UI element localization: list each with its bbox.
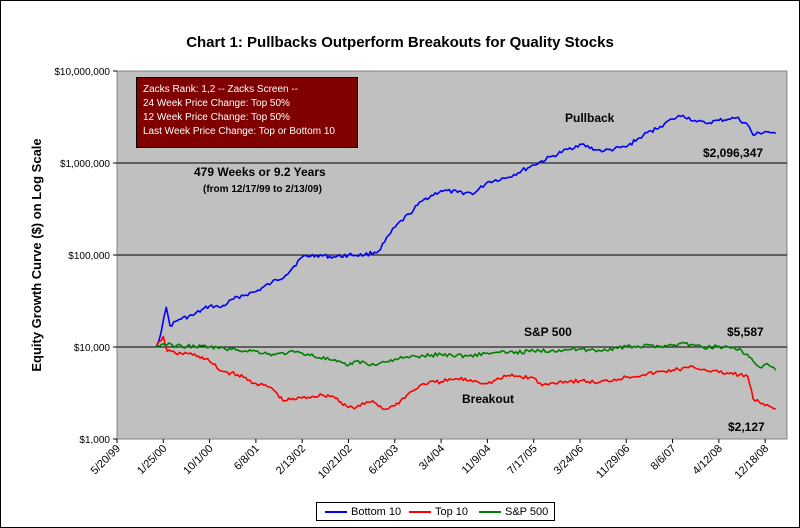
x-tick-label: 10/1/00 [181, 443, 215, 477]
annotation-breakout: Breakout [462, 392, 514, 406]
x-tick-label: 7/17/05 [505, 443, 539, 477]
x-tick-label: 3/4/04 [417, 443, 447, 473]
series-line-bottom-10 [155, 114, 777, 348]
x-tick-label: 8/6/07 [649, 443, 679, 473]
annotation-bottom10-final: $2,096,347 [703, 146, 763, 160]
y-axis-ticks: $1,000 $10,000 $100,000 $1,000,000 $10,000,0… [54, 67, 117, 446]
annotation-weeks: 479 Weeks or 9.2 Years [194, 165, 326, 179]
x-tick-label: 11/29/06 [594, 443, 632, 481]
annotation-range: (from 12/17/99 to 2/13/09) [203, 184, 322, 195]
legend-swatch-bottom10 [325, 511, 347, 513]
x-tick-label: 6/8/01 [232, 443, 262, 473]
x-tick-label: 12/18/08 [733, 443, 772, 482]
legend-label-sp500: S&P 500 [505, 506, 549, 518]
legend-item-bottom10: Bottom 10 [325, 506, 401, 518]
x-tick-label: 4/12/08 [691, 443, 725, 477]
annotation-sp500: S&P 500 [524, 325, 572, 339]
chart-title: Chart 1: Pullbacks Outperform Breakouts … [186, 34, 614, 51]
x-tick-label: 10/21/02 [316, 443, 355, 482]
legend-swatch-sp500 [479, 511, 501, 513]
criteria-line-1: Zacks Rank: 1,2 -- Zacks Screen -- [143, 84, 299, 95]
legend-label-bottom10: Bottom 10 [351, 506, 402, 518]
annotation-top10-final: $2,127 [728, 420, 765, 434]
x-tick-label: 5/20/99 [89, 443, 123, 477]
x-tick-label: 6/28/03 [366, 443, 400, 477]
annotation-pullback: Pullback [565, 111, 615, 125]
screen-criteria-box: Zacks Rank: 1,2 -- Zacks Screen -- 24 We… [136, 77, 358, 148]
x-tick-label: 3/24/06 [552, 443, 586, 477]
y-tick-label: $100,000 [68, 251, 110, 262]
gridlines [117, 162, 787, 348]
criteria-line-2: 24 Week Price Change: Top 50% [143, 98, 290, 109]
x-tick-label: 11/9/04 [460, 443, 494, 477]
y-tick-label: $10,000 [74, 343, 111, 354]
legend-label-top10: Top 10 [435, 506, 469, 518]
y-tick-label: $1,000,000 [60, 159, 110, 170]
criteria-line-3: 12 Week Price Change: Top 50% [143, 112, 290, 123]
x-tick-label: 2/13/02 [274, 443, 308, 477]
criteria-line-4: Last Week Price Change: Top or Bottom 10 [143, 126, 335, 137]
legend-item-top10: Top 10 [409, 506, 468, 518]
legend-swatch-top10 [409, 511, 431, 513]
x-axis-ticks: 5/20/99 1/25/00 10/1/00 6/8/01 2/13/02 10/21/… [89, 439, 772, 482]
legend-item-sp500: S&P 500 [479, 506, 548, 518]
annotation-sp500-final: $5,587 [727, 325, 764, 339]
series-line-top-10 [155, 335, 776, 411]
y-tick-label: $1,000 [79, 435, 110, 446]
y-tick-label: $10,000,000 [54, 67, 110, 78]
x-tick-label: 1/25/00 [135, 443, 169, 477]
series-lines [155, 114, 777, 411]
y-axis-label: Equity Growth Curve ($) on Log Scale [29, 138, 44, 371]
legend: Bottom 10 Top 10 S&P 500 [316, 502, 555, 521]
series-line-s-p-500 [155, 341, 777, 371]
